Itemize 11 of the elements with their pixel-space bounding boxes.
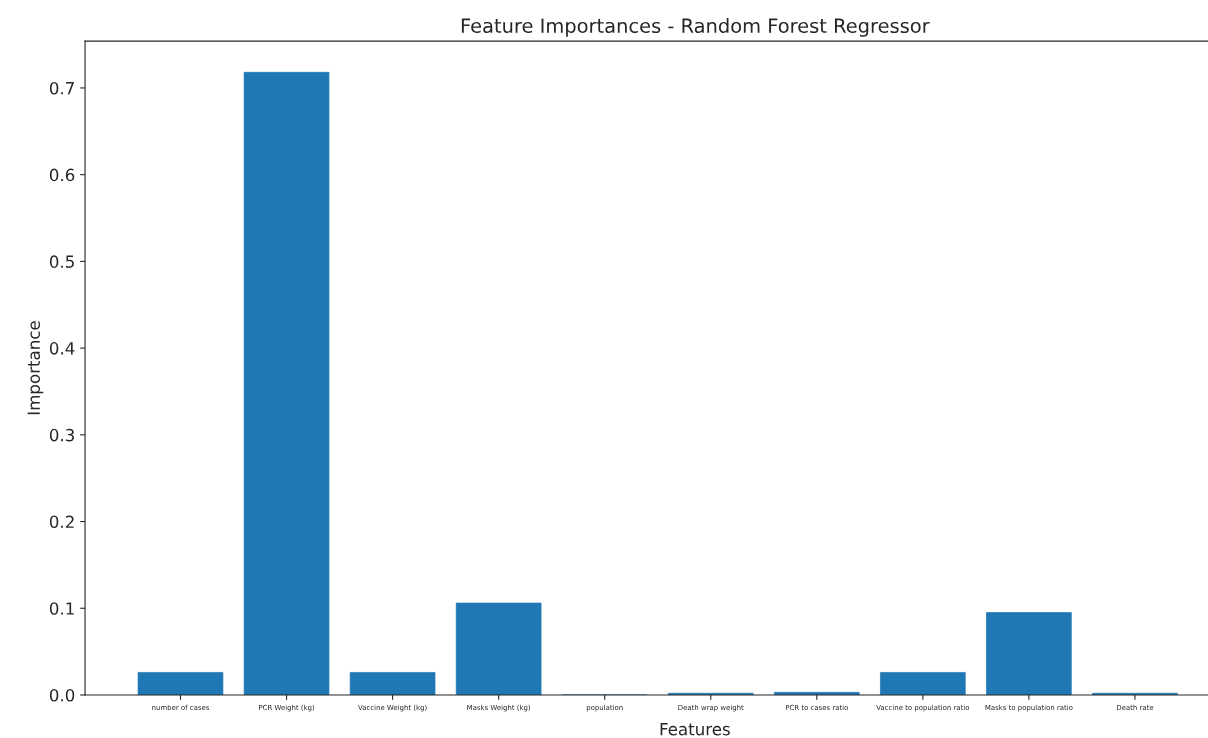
y-tick-label: 0.0 [49, 688, 75, 702]
y-tick-label: 0.6 [49, 168, 75, 182]
y-tick-label: 0.5 [49, 255, 74, 268]
x-axis-title: Features [660, 723, 730, 736]
y-tick-label: 0.1 [49, 602, 74, 615]
y-axis-title: Importance [27, 321, 44, 415]
y-tick-label: 0.7 [49, 81, 74, 95]
y-tick-label: 0.2 [49, 515, 74, 529]
y-tick-label: 0.4 [49, 342, 75, 355]
y-tick-label: 0.3 [49, 428, 74, 442]
chart-title: Feature Importances - Random Forest Regressor [461, 18, 930, 37]
